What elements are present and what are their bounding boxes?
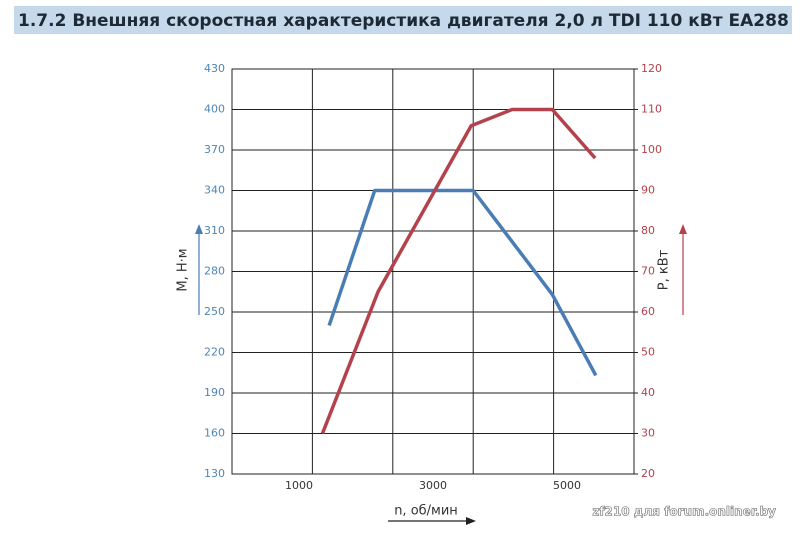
y-tick-label: 430 — [204, 62, 225, 75]
y2-tick-label: 40 — [641, 386, 655, 399]
y2-axis-label: Р, кВт — [657, 249, 672, 290]
y-tick-label: 250 — [204, 305, 225, 318]
y2-tick-label: 20 — [641, 467, 655, 480]
y2-arrow-head — [679, 224, 687, 234]
x-arrow-head — [466, 517, 476, 525]
y2-tick-label: 100 — [641, 143, 662, 156]
x-tick-label: 1000 — [285, 479, 313, 492]
y-tick-label: 160 — [204, 427, 225, 440]
y-tick-label: 310 — [204, 224, 225, 237]
y2-tick-label: 120 — [641, 62, 662, 75]
y-tick-label: 280 — [204, 265, 225, 278]
y2-tick-label: 60 — [641, 305, 655, 318]
y2-tick-label: 30 — [641, 427, 655, 440]
y-tick-label: 400 — [204, 103, 225, 116]
y2-tick-label: 50 — [641, 346, 655, 359]
y-tick-label: 370 — [204, 143, 225, 156]
title-bar — [14, 6, 792, 34]
y2-tick-label: 90 — [641, 184, 655, 197]
y-tick-label: 340 — [204, 184, 225, 197]
y-tick-label: 190 — [204, 386, 225, 399]
x-axis-label: n, об/мин — [394, 504, 458, 519]
x-tick-label: 3000 — [419, 479, 447, 492]
y-arrow-head — [195, 224, 203, 234]
watermark: zf210 для forum.onliner.by — [592, 505, 776, 519]
y-tick-label: 130 — [204, 467, 225, 480]
y2-tick-label: 110 — [641, 103, 662, 116]
series-line — [327, 188, 598, 377]
y2-tick-label: 70 — [641, 265, 655, 278]
y-axis-label: М, Н·м — [176, 248, 191, 291]
y2-tick-label: 80 — [641, 224, 655, 237]
x-tick-label: 5000 — [553, 479, 581, 492]
y-tick-label: 220 — [204, 346, 225, 359]
series-line — [320, 107, 597, 435]
chart-title: 1.7.2 Внешняя скоростная характеристика … — [18, 11, 789, 31]
